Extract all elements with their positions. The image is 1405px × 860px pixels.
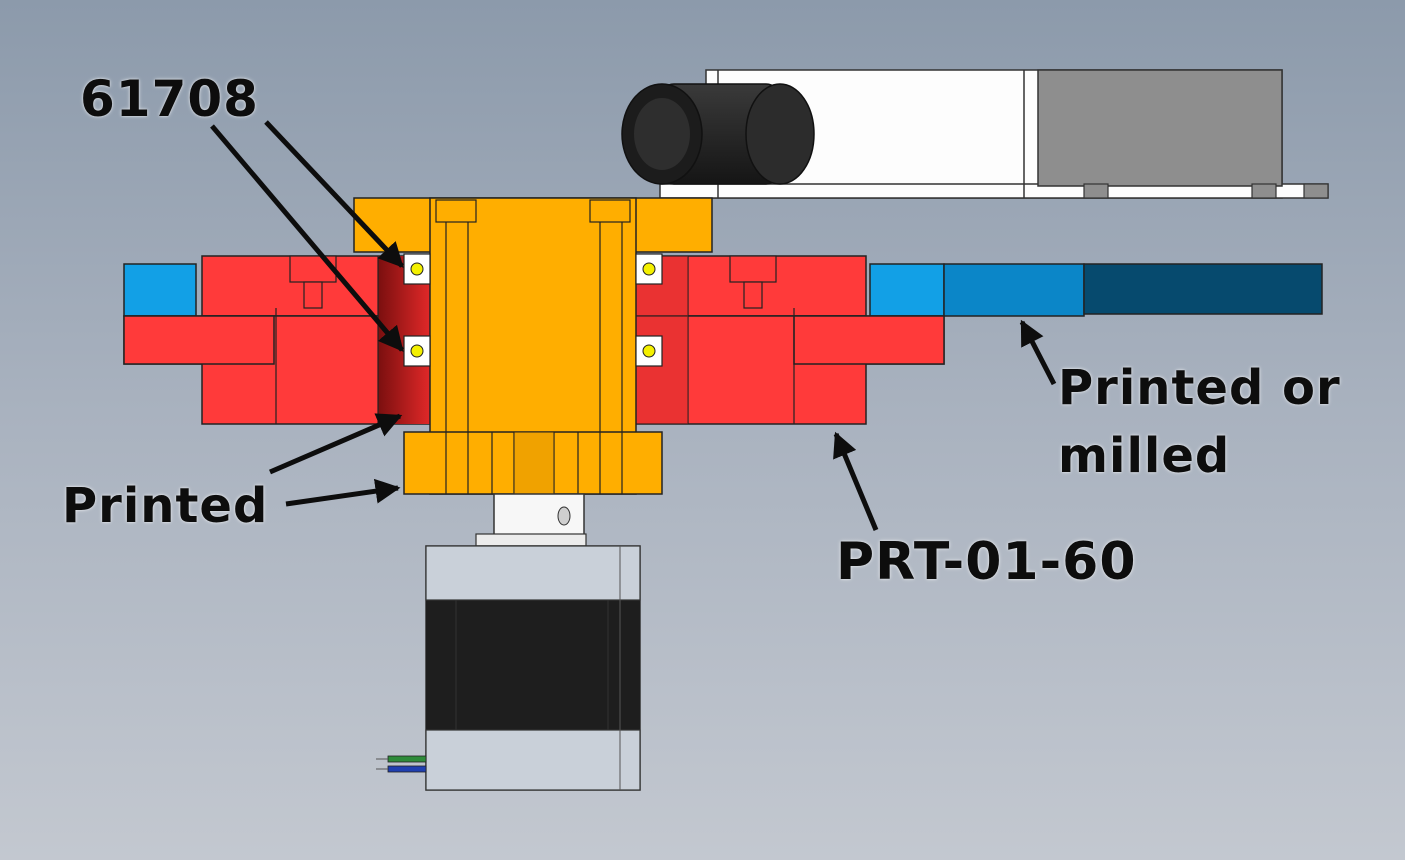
part-number-label: PRT-01-60 <box>836 532 1137 592</box>
arrow-printed-base <box>285 478 401 507</box>
bearing-label: 61708 <box>80 70 259 128</box>
arrow-bearing-bottom <box>210 124 404 352</box>
arrow-part-clamp <box>833 431 879 531</box>
arrow-bar <box>1019 319 1057 386</box>
printed-or-milled-label-line2: milled <box>1058 428 1231 484</box>
pulley-icon <box>475 493 587 547</box>
mount-bar <box>123 263 1323 317</box>
stepper-motor-icon <box>376 545 641 791</box>
camera-module-icon <box>621 69 1329 199</box>
leader-arrows <box>210 120 1057 531</box>
rotary-hub <box>353 197 713 495</box>
bearing-icon <box>403 253 663 367</box>
printed-label: Printed <box>62 478 269 534</box>
arrow-bearing-top <box>264 120 404 268</box>
printed-or-milled-label-line1: Printed or <box>1058 360 1341 416</box>
arrow-printed-hub <box>269 413 403 475</box>
